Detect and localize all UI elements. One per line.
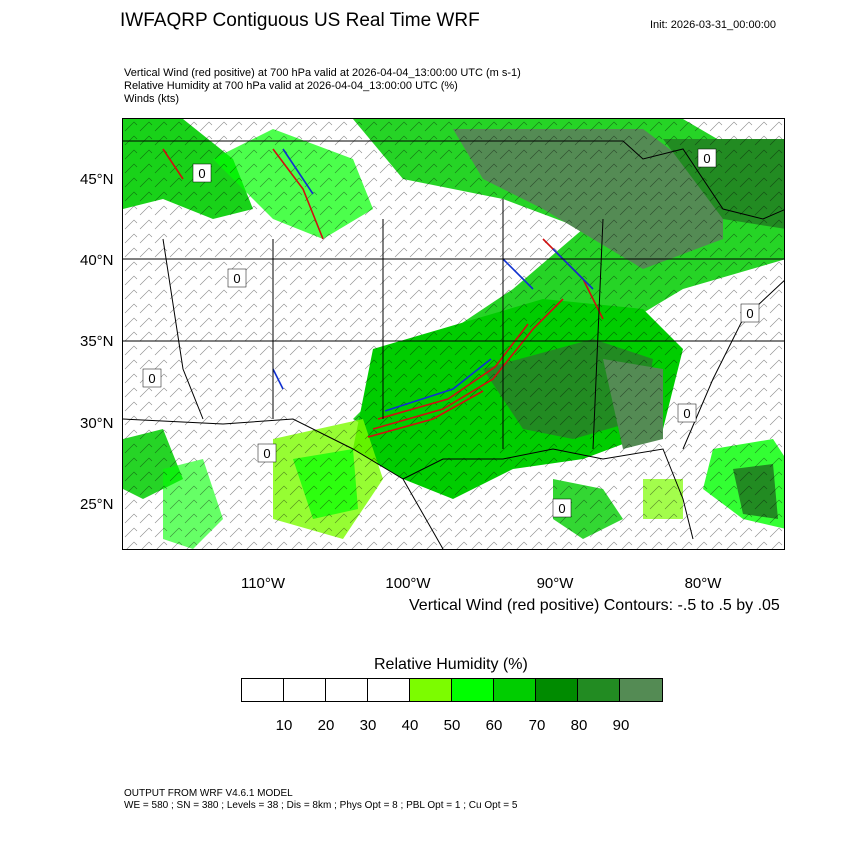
contour-label: 0 <box>198 166 205 181</box>
legend-color-box <box>620 679 662 701</box>
lon-label-80w: 80°W <box>684 575 722 592</box>
contour-label: 0 <box>263 446 270 461</box>
legend-tick: 30 <box>359 717 377 734</box>
init-time: Init: 2026-03-31_00:00:00 <box>650 19 776 31</box>
contour-label: 0 <box>703 151 710 166</box>
legend-tick: 20 <box>317 717 335 734</box>
footer-config: WE = 580 ; SN = 380 ; Levels = 38 ; Dis … <box>124 800 518 811</box>
subtitle-vertical-wind: Vertical Wind (red positive) at 700 hPa … <box>124 67 521 79</box>
legend-color-box <box>494 679 536 701</box>
weather-map: 0 0 0 0 0 0 0 0 <box>123 119 784 549</box>
legend-tick: 60 <box>485 717 503 734</box>
subtitle-winds: Winds (kts) <box>124 93 179 105</box>
legend-color-box <box>410 679 452 701</box>
legend-title: Relative Humidity (%) <box>374 656 528 673</box>
map-boundaries <box>123 140 784 549</box>
contour-label: 0 <box>558 501 565 516</box>
legend-color-box <box>536 679 578 701</box>
lat-label-40n: 40°N <box>80 252 114 269</box>
legend-color-box <box>452 679 494 701</box>
legend-color-box <box>242 679 284 701</box>
legend-tick: 70 <box>528 717 546 734</box>
legend-color-box <box>284 679 326 701</box>
legend-tick: 90 <box>612 717 630 734</box>
subtitle-relative-humidity: Relative Humidity at 700 hPa valid at 20… <box>124 80 458 92</box>
legend-color-box <box>326 679 368 701</box>
lat-label-45n: 45°N <box>80 171 114 188</box>
legend-color-box <box>368 679 410 701</box>
legend-color-box <box>578 679 620 701</box>
contour-label: 0 <box>683 406 690 421</box>
vertical-wind-contours <box>162 148 604 438</box>
lon-label-110w: 110°W <box>240 575 286 592</box>
legend-tick: 50 <box>443 717 461 734</box>
contour-label: 0 <box>233 271 240 286</box>
map-panel: 0 0 0 0 0 0 0 0 <box>122 118 785 550</box>
legend-tick: 40 <box>401 717 419 734</box>
humidity-legend-bar <box>241 678 663 702</box>
page-title: IWFAQRP Contiguous US Real Time WRF <box>120 10 480 31</box>
wind-barbs <box>123 119 784 549</box>
lat-label-25n: 25°N <box>80 496 114 513</box>
lat-label-35n: 35°N <box>80 333 114 350</box>
legend-tick: 10 <box>275 717 293 734</box>
contour-label: 0 <box>148 371 155 386</box>
legend-tick: 80 <box>570 717 588 734</box>
contour-note: Vertical Wind (red positive) Contours: -… <box>409 597 780 614</box>
lon-label-90w: 90°W <box>536 575 574 592</box>
lat-label-30n: 30°N <box>80 415 114 432</box>
footer-model: OUTPUT FROM WRF V4.6.1 MODEL <box>124 788 293 799</box>
contour-label: 0 <box>746 306 753 321</box>
lon-label-100w: 100°W <box>385 575 431 592</box>
contour-zero-labels: 0 0 0 0 0 0 0 0 <box>142 148 760 518</box>
